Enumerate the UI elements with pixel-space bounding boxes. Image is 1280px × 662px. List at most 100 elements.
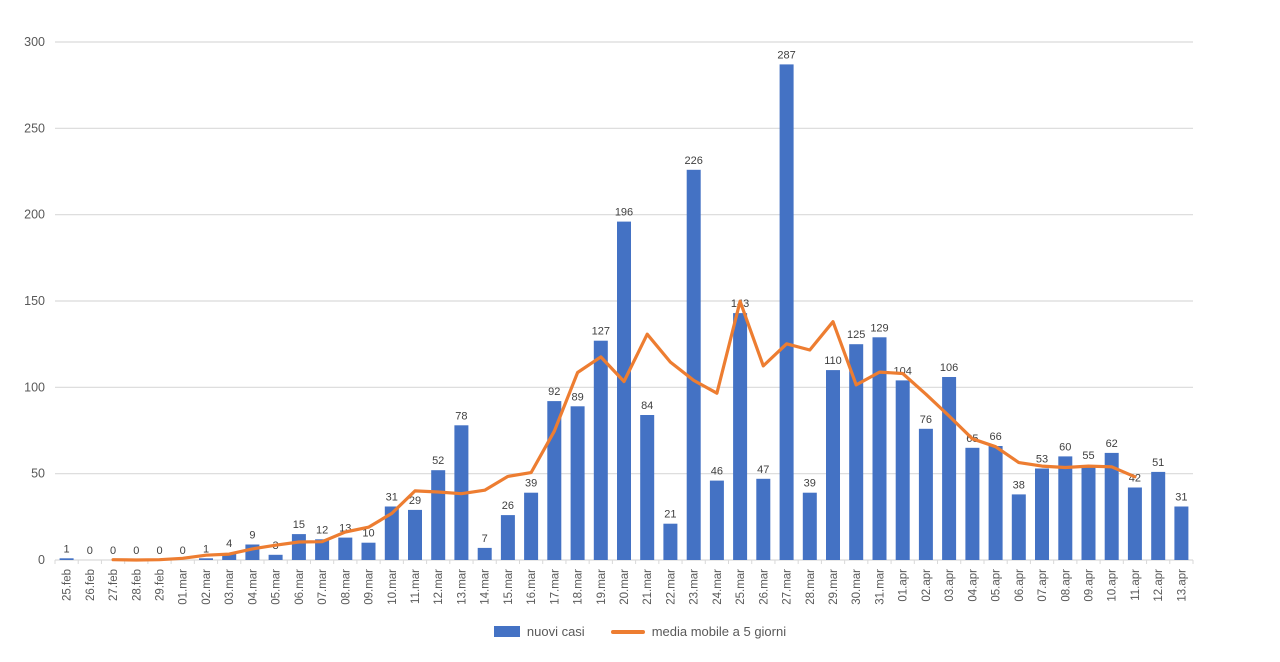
svg-text:52: 52: [432, 455, 444, 467]
svg-text:200: 200: [24, 208, 45, 222]
svg-text:76: 76: [920, 414, 932, 426]
svg-text:62: 62: [1106, 438, 1118, 450]
svg-text:39: 39: [804, 478, 816, 490]
svg-text:04.mar: 04.mar: [247, 569, 259, 605]
svg-text:9: 9: [249, 530, 255, 542]
svg-text:50: 50: [31, 467, 45, 481]
svg-text:02.mar: 02.mar: [201, 569, 213, 605]
svg-text:28.feb: 28.feb: [131, 569, 143, 601]
svg-text:20.mar: 20.mar: [619, 569, 631, 605]
svg-text:07.apr: 07.apr: [1037, 569, 1049, 602]
svg-text:78: 78: [455, 410, 467, 422]
svg-text:19.mar: 19.mar: [596, 569, 608, 605]
svg-text:29.feb: 29.feb: [155, 569, 167, 601]
svg-text:24.mar: 24.mar: [712, 569, 724, 605]
svg-text:38: 38: [1013, 479, 1025, 491]
svg-text:12.mar: 12.mar: [433, 569, 445, 605]
svg-text:250: 250: [24, 121, 45, 135]
svg-text:129: 129: [870, 322, 888, 334]
svg-text:226: 226: [685, 155, 703, 167]
svg-text:29.mar: 29.mar: [828, 569, 840, 605]
svg-text:04.apr: 04.apr: [967, 569, 979, 602]
legend-item-media-mobile: media mobile a 5 giorni: [610, 624, 787, 639]
svg-text:21.mar: 21.mar: [642, 569, 654, 605]
svg-text:23.mar: 23.mar: [689, 569, 701, 605]
svg-text:0: 0: [38, 553, 45, 567]
svg-text:0: 0: [110, 545, 116, 557]
svg-text:53: 53: [1036, 454, 1048, 466]
svg-text:100: 100: [24, 380, 45, 394]
svg-text:1: 1: [64, 543, 70, 555]
svg-text:31.mar: 31.mar: [875, 569, 887, 605]
svg-text:66: 66: [989, 431, 1001, 443]
svg-text:0: 0: [156, 545, 162, 557]
svg-text:03.mar: 03.mar: [224, 569, 236, 605]
svg-text:26.mar: 26.mar: [758, 569, 770, 605]
legend: nuovi casi media mobile a 5 giorni: [0, 624, 1280, 639]
svg-text:09.mar: 09.mar: [364, 569, 376, 605]
svg-text:127: 127: [592, 326, 610, 338]
svg-text:25.mar: 25.mar: [735, 569, 747, 605]
svg-text:0: 0: [180, 545, 186, 557]
svg-text:06.apr: 06.apr: [1014, 569, 1026, 602]
svg-text:09.apr: 09.apr: [1084, 569, 1096, 602]
svg-text:01.mar: 01.mar: [178, 569, 190, 605]
svg-text:26: 26: [502, 500, 514, 512]
svg-text:16.mar: 16.mar: [526, 569, 538, 605]
svg-text:13.apr: 13.apr: [1176, 569, 1188, 602]
line-series-swatch-icon: [610, 629, 645, 634]
svg-text:150: 150: [24, 294, 45, 308]
svg-text:08.mar: 08.mar: [340, 569, 352, 605]
svg-text:13.mar: 13.mar: [456, 569, 468, 605]
svg-text:06.mar: 06.mar: [294, 569, 306, 605]
svg-text:287: 287: [777, 49, 795, 61]
svg-text:01.apr: 01.apr: [898, 569, 910, 602]
svg-text:31: 31: [386, 492, 398, 504]
svg-text:0: 0: [87, 545, 93, 557]
svg-text:125: 125: [847, 329, 865, 341]
svg-text:106: 106: [940, 362, 958, 374]
svg-text:14.mar: 14.mar: [480, 569, 492, 605]
svg-text:27.feb: 27.feb: [108, 569, 120, 601]
svg-text:25.feb: 25.feb: [62, 569, 74, 601]
svg-text:12: 12: [316, 524, 328, 536]
svg-text:22.mar: 22.mar: [665, 569, 677, 605]
svg-text:31: 31: [1175, 492, 1187, 504]
svg-text:15.mar: 15.mar: [503, 569, 515, 605]
svg-text:03.apr: 03.apr: [944, 569, 956, 602]
svg-text:18.mar: 18.mar: [573, 569, 585, 605]
svg-text:29: 29: [409, 495, 421, 507]
svg-text:11.apr: 11.apr: [1130, 569, 1142, 601]
svg-text:55: 55: [1082, 450, 1094, 462]
svg-text:27.mar: 27.mar: [782, 569, 794, 605]
svg-text:1: 1: [203, 543, 209, 555]
svg-text:12.apr: 12.apr: [1153, 569, 1165, 602]
svg-text:39: 39: [525, 478, 537, 490]
svg-text:4: 4: [226, 538, 232, 550]
svg-text:17.mar: 17.mar: [549, 569, 561, 605]
svg-text:30.mar: 30.mar: [851, 569, 863, 605]
svg-text:21: 21: [664, 509, 676, 521]
svg-text:05.apr: 05.apr: [991, 569, 1003, 602]
legend-label-nuovi-casi: nuovi casi: [526, 624, 585, 639]
svg-text:196: 196: [615, 207, 633, 219]
svg-text:26.feb: 26.feb: [85, 569, 97, 601]
svg-text:02.apr: 02.apr: [921, 569, 933, 602]
bar-series-swatch-icon: [493, 626, 520, 637]
legend-label-media-mobile: media mobile a 5 giorni: [651, 624, 787, 639]
svg-text:15: 15: [293, 519, 305, 531]
legend-item-nuovi-casi: nuovi casi: [493, 624, 585, 639]
svg-text:10: 10: [362, 528, 374, 540]
svg-text:92: 92: [548, 386, 560, 398]
svg-text:0: 0: [133, 545, 139, 557]
svg-text:11.mar: 11.mar: [410, 569, 422, 604]
svg-text:05.mar: 05.mar: [271, 569, 283, 605]
svg-text:60: 60: [1059, 441, 1071, 453]
svg-text:51: 51: [1152, 457, 1164, 469]
svg-text:300: 300: [24, 35, 45, 49]
svg-text:110: 110: [824, 355, 842, 367]
svg-text:10.mar: 10.mar: [387, 569, 399, 605]
svg-text:7: 7: [482, 533, 488, 545]
